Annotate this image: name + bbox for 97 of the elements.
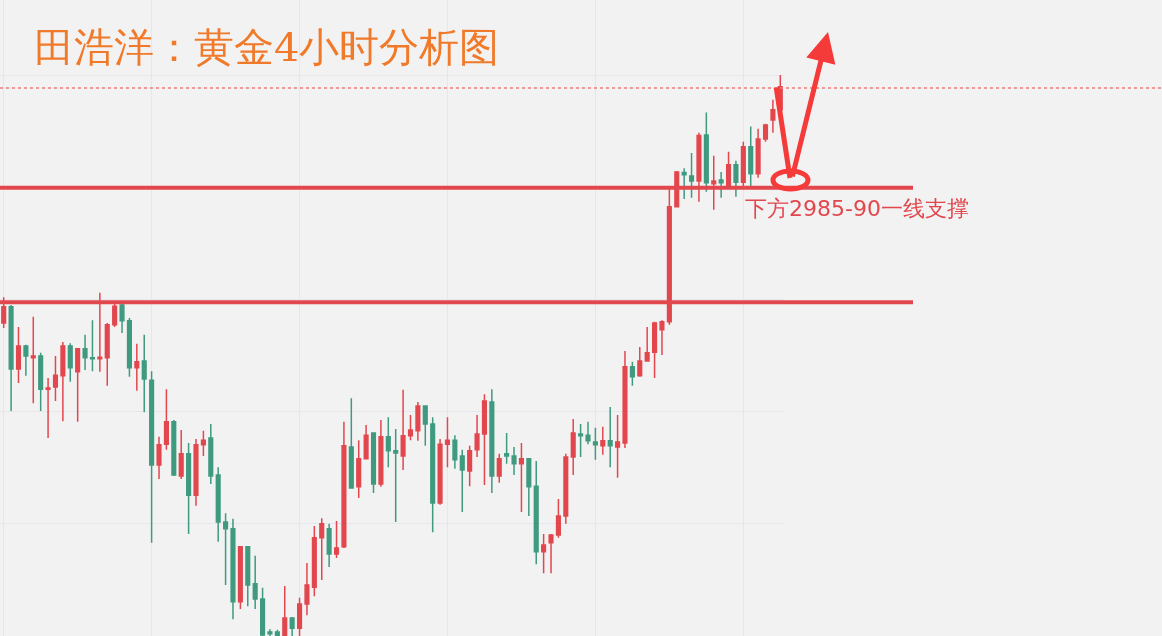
candlestick [489, 388, 495, 494]
candlestick [385, 416, 391, 468]
candlestick [348, 397, 354, 489]
candlestick [393, 428, 399, 523]
candlestick [400, 388, 406, 471]
candlestick [459, 449, 465, 513]
candlestick [252, 555, 258, 610]
candlestick [30, 316, 36, 404]
candlestick [289, 616, 295, 636]
candlestick [592, 427, 598, 461]
ref-line-label: 下方2985-90一线支撑 [745, 196, 969, 221]
candlestick [748, 125, 754, 188]
candlestick [304, 562, 310, 616]
candlestick [652, 321, 658, 379]
candlestick [762, 123, 769, 143]
candlestick [703, 111, 709, 193]
candlestick [452, 434, 458, 470]
candlestick [193, 438, 199, 507]
candlestick [511, 446, 517, 476]
candlestick [733, 160, 739, 198]
candlestick [467, 445, 473, 487]
candlestick [430, 416, 436, 533]
candlestick [615, 414, 621, 479]
candlestick [481, 393, 488, 486]
candlestick [422, 405, 428, 447]
candlestick [141, 333, 147, 413]
candlestick [585, 420, 591, 445]
candlestick [156, 436, 162, 480]
candlestick [208, 423, 214, 485]
candlestick [578, 423, 584, 458]
candlestick [178, 429, 184, 480]
candlestick [223, 512, 229, 586]
candlestick [8, 304, 14, 412]
candlestick [415, 401, 421, 442]
candlestick [526, 457, 532, 517]
candlestick [600, 426, 606, 456]
candlestick [541, 533, 547, 574]
candlestick [474, 414, 480, 458]
candlestick [637, 346, 643, 378]
candlestick [570, 418, 576, 476]
candlestick [341, 420, 347, 549]
candlestick [356, 439, 362, 499]
candlestick [378, 419, 384, 488]
candlestick [533, 460, 539, 565]
candlestick [45, 377, 51, 439]
candlestick [407, 414, 414, 441]
candlestick [548, 533, 554, 574]
candlestick [555, 498, 561, 539]
candlestick [89, 319, 96, 372]
candlestick [644, 326, 650, 363]
candlestick [163, 388, 169, 451]
candlestick [282, 585, 288, 636]
candlestick [607, 406, 613, 468]
candlestick [363, 424, 369, 460]
candlestick [326, 523, 332, 568]
chart-title: 田浩洋：黄金4小时分析图 [34, 24, 500, 70]
candlestick [718, 171, 724, 199]
candlestick [444, 416, 451, 468]
candlestick [622, 350, 628, 449]
candlestick [267, 628, 273, 636]
candlestick [770, 98, 776, 134]
candlestick [134, 342, 140, 392]
candlestick [260, 587, 266, 636]
candlestick [333, 520, 340, 559]
candlestick [171, 419, 177, 477]
candlestick [681, 167, 687, 200]
candlestick [296, 597, 303, 636]
candlestick [504, 432, 510, 465]
candlestick [755, 128, 761, 179]
candlestick [104, 322, 110, 387]
candlestick [688, 152, 695, 199]
candlestick [67, 342, 73, 383]
candlestick [200, 429, 206, 457]
candlestick [60, 341, 66, 422]
candlestick [563, 452, 569, 525]
candlestick [52, 355, 59, 402]
candlestick [518, 442, 524, 513]
candlestick [437, 438, 443, 506]
candlestick [149, 370, 155, 544]
candlestick [659, 319, 665, 356]
candlestick [23, 344, 29, 377]
candlestick [496, 452, 502, 484]
candlestick [82, 333, 88, 371]
candlestick [75, 348, 81, 423]
candlestick [38, 351, 44, 412]
candlestick [319, 517, 325, 581]
candlestick [237, 546, 243, 610]
candlestick [370, 432, 377, 494]
candlestick [311, 525, 317, 597]
candlestick [15, 326, 22, 384]
candlestick [186, 442, 192, 535]
candlestick [126, 317, 132, 378]
candlestick [629, 360, 635, 387]
candlestick [245, 545, 251, 608]
candlestick [215, 466, 221, 543]
candlestick [230, 518, 236, 620]
candlestick [274, 629, 280, 636]
